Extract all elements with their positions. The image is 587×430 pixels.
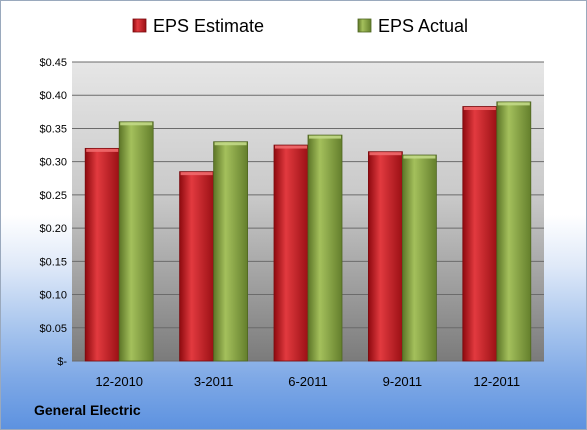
eps-actual-bar [401, 154, 437, 362]
eps-actual-bar [118, 121, 154, 362]
company-name: General Electric [34, 402, 141, 418]
eps-estimate-bar [462, 106, 498, 362]
eps-estimate-bar [367, 151, 403, 362]
bar-top-highlight [309, 135, 341, 139]
bar-top-highlight [214, 142, 247, 146]
bar-top-highlight [180, 172, 213, 176]
eps-estimate-bar [84, 147, 120, 362]
x-category-label: 12-2011 [473, 374, 520, 389]
legend-swatch [357, 18, 372, 33]
x-category-label: 3-2011 [194, 374, 234, 389]
y-tick-label: $- [57, 356, 67, 368]
eps-actual-bar [496, 101, 532, 362]
x-category-label: 12-2010 [95, 374, 143, 389]
legend-swatch [132, 18, 147, 33]
bars-layer [84, 101, 532, 362]
y-axis-ticks: $- $0.05 $0.10 $0.15 $0.20 $0.25 $0.30 $0.35 $0.… [39, 57, 67, 368]
eps-estimate-bar [273, 144, 309, 362]
eps-actual-bar [213, 141, 249, 362]
y-tick-label: $0.10 [39, 290, 67, 302]
bar-top-highlight [463, 107, 496, 111]
y-tick-label: $0.40 [39, 90, 67, 102]
y-tick-label: $0.05 [39, 323, 67, 335]
legend: EPS Estimate EPS Actual [132, 16, 468, 36]
y-tick-label: $0.25 [39, 190, 67, 202]
y-tick-label: $0.30 [39, 157, 67, 169]
x-axis-ticks: 12-2010 3-2011 6-2011 9-2011 12-2011 [95, 374, 520, 389]
eps-actual-bar [307, 134, 343, 362]
y-tick-label: $0.35 [39, 123, 67, 135]
legend-label: EPS Actual [378, 16, 468, 36]
eps-estimate-bar [179, 171, 215, 362]
x-category-label: 6-2011 [288, 374, 328, 389]
legend-label: EPS Estimate [153, 16, 264, 36]
bar-top-highlight [86, 148, 119, 152]
y-tick-label: $0.45 [39, 57, 67, 69]
bar-top-highlight [369, 152, 402, 156]
bar-top-highlight [275, 145, 307, 149]
y-tick-label: $0.20 [39, 223, 67, 235]
y-tick-label: $0.15 [39, 256, 67, 268]
bar-top-highlight [497, 102, 530, 106]
bar-top-highlight [403, 155, 436, 159]
x-category-label: 9-2011 [383, 374, 423, 389]
bar-top-highlight [120, 122, 153, 126]
